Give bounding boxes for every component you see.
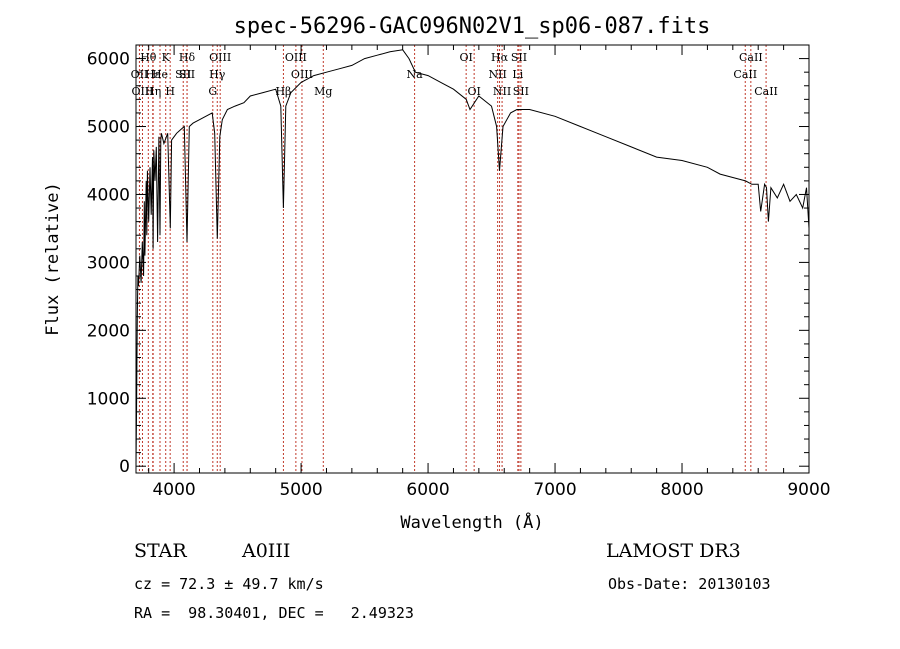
plot-frame <box>135 44 810 474</box>
line-marker-label: OIII <box>209 51 231 64</box>
line-marker-label: CaII <box>733 68 757 81</box>
line-marker-label: OIII <box>285 51 307 64</box>
line-marker-label: CaII <box>739 51 763 64</box>
obs-date: Obs-Date: 20130103 <box>608 575 771 593</box>
line-marker-label: NII <box>488 68 506 81</box>
line-markers <box>138 45 767 473</box>
line-marker-label: Mg <box>314 85 332 98</box>
line-marker-label: OIII <box>291 68 313 81</box>
y-tick-label: 6000 <box>87 50 130 70</box>
x-tick-label: 7000 <box>533 480 576 500</box>
y-axis: 0 1000 2000 3000 4000 5000 6000 <box>87 50 809 477</box>
line-marker-label: Na <box>407 68 424 81</box>
x-tick-label: 8000 <box>660 480 703 500</box>
line-marker-label: H <box>165 85 175 98</box>
x-tick-label: 5000 <box>279 480 322 500</box>
ra-dec: RA = 98.30401, DEC = 2.49323 <box>134 604 414 622</box>
survey-name: LAMOST DR3 <box>606 540 741 562</box>
line-marker-label: G <box>208 85 217 98</box>
x-axis-label: Wavelength (Å) <box>400 511 543 533</box>
line-marker-label: Li <box>512 68 523 81</box>
object-class: STAR <box>134 540 187 562</box>
y-tick-label: 4000 <box>87 185 130 205</box>
spectrum-series-line <box>135 49 810 467</box>
y-tick-label: 5000 <box>87 118 130 138</box>
y-tick-label: 3000 <box>87 253 130 273</box>
line-marker-label: SII <box>511 51 527 64</box>
x-tick-label: 6000 <box>406 480 449 500</box>
line-marker-label: Hη <box>145 85 161 98</box>
line-marker-label: SII <box>513 85 529 98</box>
line-marker-label: Hε <box>145 68 161 81</box>
y-tick-label: 2000 <box>87 321 130 341</box>
line-marker-label: OII <box>131 68 149 81</box>
line-marker-label: K <box>162 51 171 64</box>
y-tick-label: 1000 <box>87 389 130 409</box>
line-marker-label: Hγ <box>209 68 226 81</box>
line-marker-label: OI <box>459 51 472 64</box>
x-tick-label: 4000 <box>152 480 195 500</box>
line-marker-label: OIII <box>131 85 153 98</box>
y-axis-label: Flux (relative) <box>43 182 63 336</box>
y-tick-label: 0 <box>119 457 130 477</box>
object-subclass: A0III <box>242 540 291 562</box>
x-axis: 4000 5000 6000 7000 8000 9000 <box>148 45 831 500</box>
line-marker-label: Hβ <box>275 85 291 98</box>
line-marker-label: Hθ <box>140 51 157 64</box>
redshift-cz: cz = 72.3 ± 49.7 km/s <box>134 575 324 593</box>
x-tick-label: 9000 <box>787 480 830 500</box>
line-marker-label: SII <box>179 68 195 81</box>
line-marker-label: Hα <box>491 51 509 64</box>
chart-title: spec-56296-GAC096N02V1_sp06-087.fits <box>234 14 711 39</box>
line-marker-label: CaII <box>754 85 778 98</box>
line-marker-label: NII <box>493 85 511 98</box>
line-marker-label: SII <box>175 68 191 81</box>
line-marker-label: Hδ <box>179 51 196 64</box>
line-marker-label: OI <box>467 85 480 98</box>
line-marker-label: He <box>152 68 168 81</box>
